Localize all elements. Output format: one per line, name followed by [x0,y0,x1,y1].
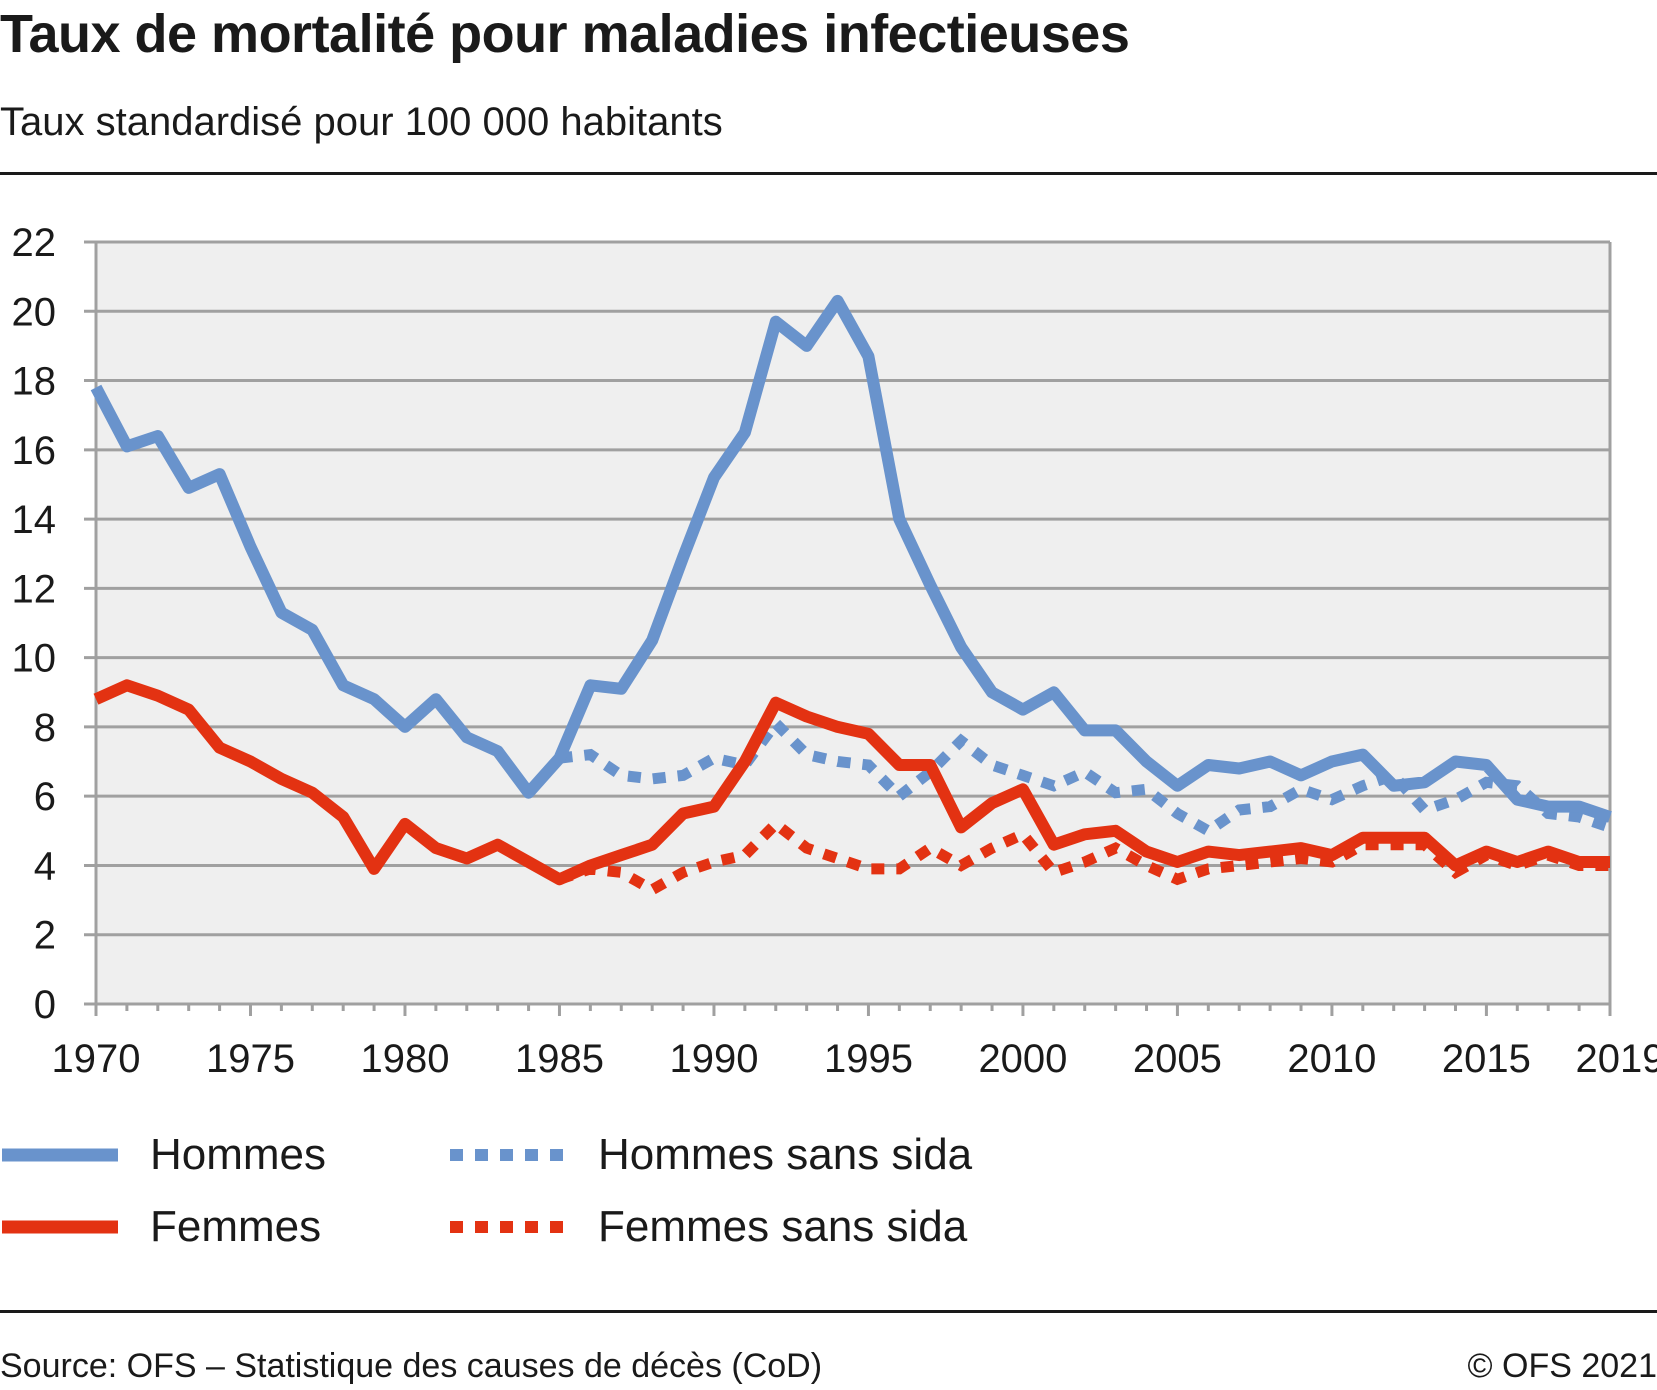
y-tick-label: 18 [12,360,57,404]
series-line-hommes [90,294,1612,823]
chart-title: Taux de mortalité pour maladies infectie… [0,4,1130,64]
y-tick-label: 16 [12,429,57,473]
y-tick-label: 10 [12,637,57,681]
y-tick-label: 2 [34,914,56,958]
y-tick-label: 8 [34,706,56,750]
legend: Hommes Hommes sans sida Femmes Femmes sa… [0,1125,1100,1275]
legend-label-femmes-sans-sida: Femmes sans sida [598,1202,968,1251]
legend-item-hommes-sans-sida: Hommes sans sida [448,1125,972,1185]
series-line-hommes-sans-sida [558,714,1612,838]
y-tick-label: 20 [12,290,57,334]
series-line-femmes-sans-sida [557,816,1610,897]
legend-swatch-femmes [2,1220,118,1234]
series-lines [90,294,1612,897]
x-tick-label: 1995 [824,1037,913,1081]
copyright-note: © OFS 2021 [1467,1347,1657,1385]
x-tick-label: 2010 [1287,1037,1376,1081]
line-chart: 0 2 4 6 8 10 12 14 16 18 20 22 1970 1975 1980 1985 1990… [12,221,1657,1081]
y-tick-label: 22 [12,221,57,265]
legend-swatch-hommes [2,1148,118,1162]
axes [94,242,1612,1016]
chart-subtitle: Taux standardisé pour 100 000 habitants [0,100,723,144]
x-tick-label: 2015 [1442,1037,1531,1081]
plot-area [96,242,1610,1004]
legend-label-hommes: Hommes [150,1130,327,1179]
y-tick-label: 0 [34,983,56,1027]
x-tick-label: 1985 [515,1037,604,1081]
legend-label-femmes: Femmes [150,1202,322,1251]
series-line-femmes [93,679,1610,886]
y-tick-label: 4 [34,844,56,888]
x-tick-label: 1980 [360,1037,449,1081]
x-tick-label: 1990 [669,1037,758,1081]
x-axis-labels: 1970 1975 1980 1985 1990 1995 2000 2005 2010 2015… [52,1037,1657,1081]
legend-label-hommes-sans-sida: Hommes sans sida [598,1130,973,1179]
legend-swatch-hommes-sans-sida [450,1149,566,1161]
legend-item-hommes: Hommes [0,1125,326,1185]
x-tick-label: 1975 [206,1037,295,1081]
x-tick-label: 2019 [1576,1037,1657,1081]
y-tick-label: 12 [12,567,57,611]
legend-item-femmes: Femmes [0,1197,321,1257]
y-tick-label: 6 [34,775,56,819]
y-tick-label: 14 [12,498,57,542]
x-tick-label: 1970 [52,1037,141,1081]
x-tick-label: 2005 [1133,1037,1222,1081]
y-axis-labels: 0 2 4 6 8 10 12 14 16 18 20 22 [12,221,57,1027]
legend-item-femmes-sans-sida: Femmes sans sida [448,1197,967,1257]
bottom-divider [0,1310,1657,1313]
x-tick-label: 2000 [978,1037,1067,1081]
source-note: Source: OFS – Statistique des causes de … [0,1347,823,1385]
legend-swatch-femmes-sans-sida [450,1221,566,1233]
top-divider [0,172,1657,175]
